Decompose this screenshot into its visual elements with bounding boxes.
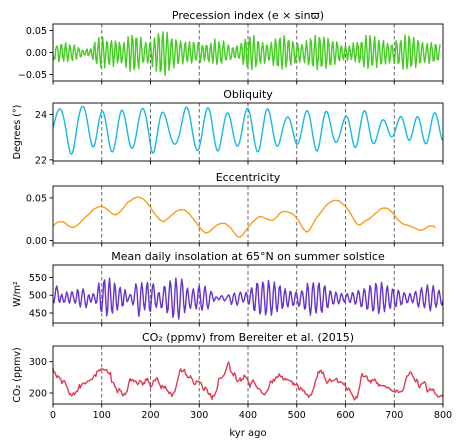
y-tick-label: 0.00	[26, 236, 47, 247]
x-tick-label: 500	[288, 410, 306, 421]
x-tick-label: 800	[434, 410, 452, 421]
x-axis-label: kyr ago	[229, 428, 266, 439]
x-tick-label: 300	[190, 410, 208, 421]
series-line	[52, 277, 444, 320]
panel-title: CO₂ (ppmv) from Bereiter et al. (2015)	[142, 331, 354, 344]
y-axis-label: CO₂ (ppmv)	[12, 347, 23, 402]
x-tick-label: 200	[141, 410, 159, 421]
y-tick-label: −0.05	[18, 70, 47, 81]
panel-3: Eccentricity 0.05 0.00	[26, 171, 444, 247]
y-tick-label: 200	[29, 389, 47, 400]
y-tick-label: 24	[35, 110, 47, 121]
y-tick-label: 0.05	[26, 193, 47, 204]
x-tick-label: 600	[336, 410, 354, 421]
x-tick-label: 100	[93, 410, 111, 421]
series-line	[52, 361, 444, 401]
y-tick-label: 500	[29, 291, 47, 302]
panel-title: Precession index (e × sinϖ)	[172, 9, 324, 22]
y-axis-label: W/m²	[12, 281, 23, 307]
panel-2: Obliquity 24 22 Degrees (°)	[12, 88, 444, 166]
panel-4: Mean daily insolation at 65°N on summer …	[12, 250, 444, 327]
series-line	[52, 31, 441, 76]
panel-1: Precession index (e × sinϖ) 0.05 0.00 −0.05	[18, 9, 444, 85]
y-tick-label: 450	[29, 309, 47, 320]
series-line	[52, 105, 444, 155]
y-axis-label: Degrees (°)	[12, 105, 23, 160]
x-tick-label: 700	[385, 410, 403, 421]
panel-title: Mean daily insolation at 65°N on summer …	[111, 250, 385, 263]
y-tick-label: 0.00	[26, 48, 47, 59]
y-tick-label: 0.05	[26, 26, 47, 37]
x-tick-label: 0	[50, 410, 56, 421]
panel-title: Obliquity	[223, 88, 273, 101]
panel-title: Eccentricity	[216, 171, 281, 184]
panel-5: CO₂ (ppmv) from Bereiter et al. (2015) 30…	[12, 331, 452, 421]
y-tick-label: 22	[35, 155, 47, 166]
x-tick-label: 400	[239, 410, 257, 421]
y-tick-label: 300	[29, 357, 47, 368]
series-line	[52, 196, 436, 238]
y-tick-label: 550	[29, 273, 47, 284]
